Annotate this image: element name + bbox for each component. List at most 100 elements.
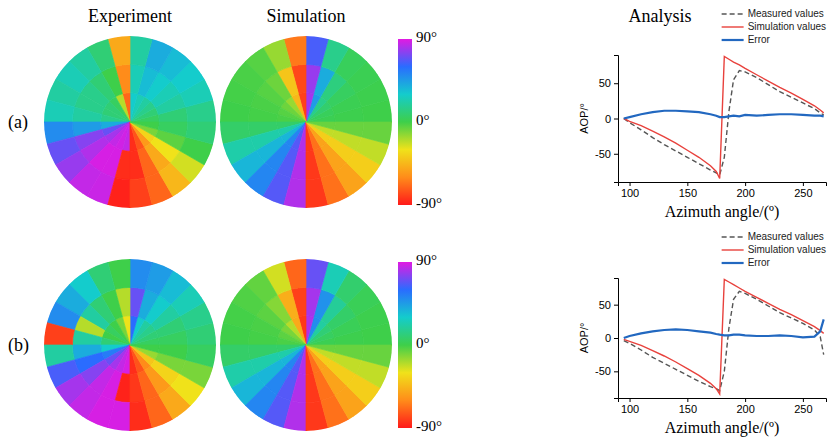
cell	[130, 259, 152, 289]
cell	[130, 345, 158, 360]
tick-label: 200	[736, 403, 754, 415]
tick-label: 150	[679, 403, 697, 415]
tick: 50	[599, 77, 618, 89]
cells	[44, 36, 216, 208]
polar-heatmap	[220, 36, 392, 208]
row-label: (a)	[8, 112, 28, 133]
colorbar-tick-label: 0°	[416, 112, 430, 128]
cell	[334, 345, 363, 360]
cell	[334, 122, 363, 137]
cell	[72, 107, 101, 122]
legend-entry: Measured values	[722, 231, 824, 242]
tick: 250	[794, 182, 812, 199]
cell	[115, 373, 130, 402]
axis-line	[619, 183, 827, 187]
line-chart: 100150200250-50050Azimuth angle/(º)AOP/°…	[578, 231, 827, 437]
figure: ExperimentSimulationAnalysis(a)(b)90°0°-…	[0, 0, 838, 443]
legend-swatch	[722, 26, 744, 27]
cell	[277, 114, 306, 122]
tick: -50	[595, 365, 618, 377]
tick-label: 150	[679, 187, 697, 199]
cell	[362, 122, 392, 144]
tick: 250	[794, 398, 812, 415]
column-title: Analysis	[629, 6, 692, 26]
legend-swatch	[722, 236, 744, 237]
tick: 150	[679, 182, 697, 199]
tick-label: 200	[736, 187, 754, 199]
tick-mark	[614, 338, 618, 339]
cell	[158, 122, 187, 137]
tick-mark	[687, 398, 688, 402]
line-chart: 100150200250-50050Azimuth angle/(º)AOP/°…	[578, 8, 827, 221]
colorbar-tick-label: -90°	[416, 195, 442, 211]
x-axis: 100 150 200 250	[619, 182, 827, 199]
colorbar: 90°0°-90°	[398, 29, 442, 211]
colorbar-tick-label: 0°	[416, 335, 430, 351]
colorbar-tick-label: 90°	[416, 252, 437, 268]
colorbar-tick-label: -90°	[416, 418, 442, 434]
cell	[291, 122, 306, 150]
cell	[102, 330, 130, 345]
legend-swatch	[722, 13, 744, 14]
tick-mark	[630, 398, 631, 402]
polar-heatmap	[220, 259, 392, 431]
column-title: Experiment	[88, 6, 172, 26]
legend-swatch	[722, 262, 744, 264]
cell	[248, 330, 277, 345]
cell	[306, 93, 314, 122]
legend-entry: Simulation values	[722, 21, 826, 32]
tick-label: 100	[621, 187, 639, 199]
cell	[306, 122, 334, 137]
cell	[306, 259, 328, 289]
y-axis: -50050	[595, 279, 618, 399]
cell	[130, 316, 138, 345]
tick-mark	[687, 182, 688, 186]
cell	[130, 122, 159, 130]
cell	[101, 337, 130, 345]
cell	[122, 122, 130, 151]
tick-mark	[745, 182, 746, 186]
axis-line	[614, 279, 619, 399]
cell	[72, 330, 101, 345]
cells	[44, 259, 216, 431]
cell	[122, 345, 130, 374]
cell	[158, 345, 187, 360]
cell	[284, 178, 306, 208]
tick-mark	[614, 371, 618, 372]
axis-line	[614, 56, 619, 183]
tick: 50	[599, 299, 618, 311]
cell	[44, 100, 74, 122]
legend-entry: Error	[722, 34, 771, 45]
legend-swatch	[722, 249, 744, 250]
cell	[306, 64, 321, 93]
y-axis-title: AOP/°	[578, 103, 590, 134]
tick-mark	[614, 83, 618, 84]
legend-label: Simulation values	[748, 21, 826, 32]
cell	[306, 94, 321, 122]
cell	[108, 401, 130, 431]
cells	[220, 259, 392, 431]
cell	[278, 107, 306, 122]
legend: Measured valuesSimulation valuesError	[722, 8, 826, 45]
cell	[186, 122, 216, 144]
cell	[306, 345, 334, 360]
polar-heatmap	[44, 36, 216, 208]
legend-label: Simulation values	[748, 244, 826, 255]
plot-area	[624, 279, 824, 394]
tick-label: -50	[595, 148, 611, 160]
row-label: (b)	[8, 335, 29, 356]
legend-entry: Error	[722, 257, 771, 268]
colorbar: 90° 0° -90°	[398, 252, 442, 434]
cell	[130, 317, 145, 345]
cell	[306, 317, 321, 345]
cell	[101, 114, 130, 122]
colorbar-bar	[398, 262, 412, 428]
cell	[306, 287, 321, 316]
cell	[44, 323, 74, 345]
y-axis-title: AOP/°	[578, 323, 590, 354]
cell	[298, 122, 306, 151]
polar-heatmap	[44, 259, 216, 431]
cell	[130, 94, 145, 122]
y-axis: -50050	[595, 56, 618, 183]
tick-label: 250	[794, 187, 812, 199]
